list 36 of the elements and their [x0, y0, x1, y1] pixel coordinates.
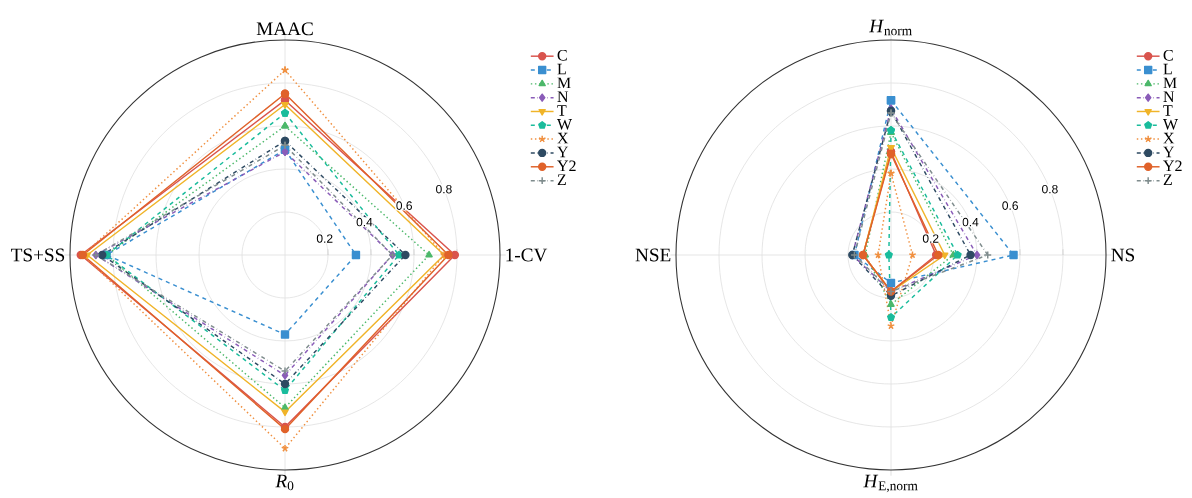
legend-label: Y2 [1163, 160, 1182, 172]
legend-label: M [1163, 77, 1177, 89]
legend-label: N [557, 91, 569, 102]
spoke-label: TS+SS [11, 248, 65, 262]
legend-label: Y [557, 146, 569, 158]
legend-label: M [557, 77, 571, 89]
legend-label: T [1163, 105, 1173, 116]
legend-label: W [1162, 119, 1179, 130]
y-tick-label: 0.6 [1002, 201, 1018, 210]
y-tick-label: 0.8 [1042, 184, 1058, 194]
legend-label: Y [1163, 146, 1175, 158]
y-tick-label: 0.2 [922, 234, 939, 243]
legend-label: X [557, 132, 569, 144]
spoke-label: H$_{norm}$ [869, 19, 912, 36]
spoke-label: MAAC [256, 22, 313, 36]
spoke-label: 1-CV [506, 248, 548, 262]
legend-label: T [557, 105, 567, 116]
legend-label: X [1163, 132, 1175, 144]
y-tick-label: 0.6 [396, 201, 412, 210]
legend-label: L [557, 63, 566, 75]
legend-label: C [1163, 49, 1173, 61]
spoke-label: R$_{0}$ [275, 474, 294, 491]
y-tick-label: 0.8 [436, 184, 452, 194]
legend-label: Z [557, 174, 566, 185]
spoke-label: H$_{E,norm}$ [863, 474, 918, 493]
spoke-label: NS [1111, 248, 1135, 262]
y-tick-label: 0.4 [962, 217, 979, 227]
y-tick-label: 0.4 [356, 217, 373, 227]
legend-label: Y2 [557, 160, 576, 172]
legend-label: W [556, 119, 573, 130]
legend-label: C [557, 49, 567, 61]
legend-label: L [1163, 63, 1172, 75]
legend-label: N [1163, 91, 1175, 102]
legend-label: Z [1163, 174, 1172, 185]
y-tick-label: 0.2 [316, 234, 333, 243]
spoke-label: NSE [635, 248, 671, 262]
